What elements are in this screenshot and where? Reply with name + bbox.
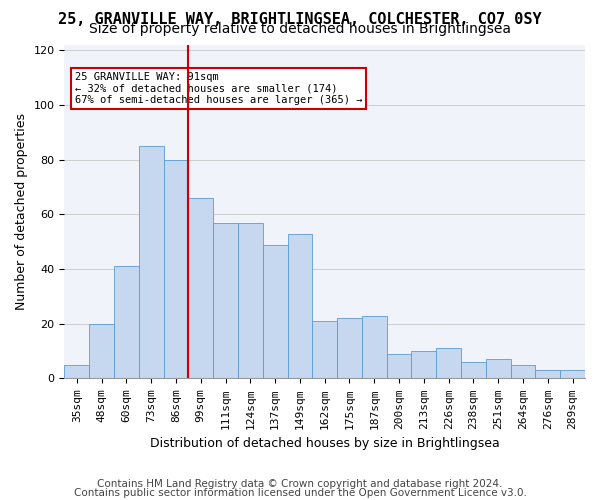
Bar xyxy=(164,160,188,378)
Text: Contains HM Land Registry data © Crown copyright and database right 2024.: Contains HM Land Registry data © Crown c… xyxy=(97,479,503,489)
Bar xyxy=(535,370,560,378)
Bar xyxy=(89,324,114,378)
Bar xyxy=(362,316,386,378)
Text: 25 GRANVILLE WAY: 91sqm
← 32% of detached houses are smaller (174)
67% of semi-d: 25 GRANVILLE WAY: 91sqm ← 32% of detache… xyxy=(75,72,362,105)
Text: Size of property relative to detached houses in Brightlingsea: Size of property relative to detached ho… xyxy=(89,22,511,36)
Bar xyxy=(511,365,535,378)
Bar xyxy=(287,234,313,378)
Text: 25, GRANVILLE WAY, BRIGHTLINGSEA, COLCHESTER, CO7 0SY: 25, GRANVILLE WAY, BRIGHTLINGSEA, COLCHE… xyxy=(58,12,542,28)
Bar xyxy=(313,321,337,378)
Bar xyxy=(64,365,89,378)
Text: Contains public sector information licensed under the Open Government Licence v3: Contains public sector information licen… xyxy=(74,488,526,498)
Bar xyxy=(337,318,362,378)
Bar xyxy=(188,198,213,378)
Bar xyxy=(263,244,287,378)
Bar xyxy=(412,351,436,378)
Bar xyxy=(213,222,238,378)
Bar xyxy=(560,370,585,378)
Bar xyxy=(436,348,461,378)
X-axis label: Distribution of detached houses by size in Brightlingsea: Distribution of detached houses by size … xyxy=(150,437,500,450)
Bar xyxy=(461,362,486,378)
Bar xyxy=(114,266,139,378)
Bar xyxy=(386,354,412,378)
Bar xyxy=(486,360,511,378)
Bar xyxy=(139,146,164,378)
Y-axis label: Number of detached properties: Number of detached properties xyxy=(15,113,28,310)
Bar xyxy=(238,222,263,378)
